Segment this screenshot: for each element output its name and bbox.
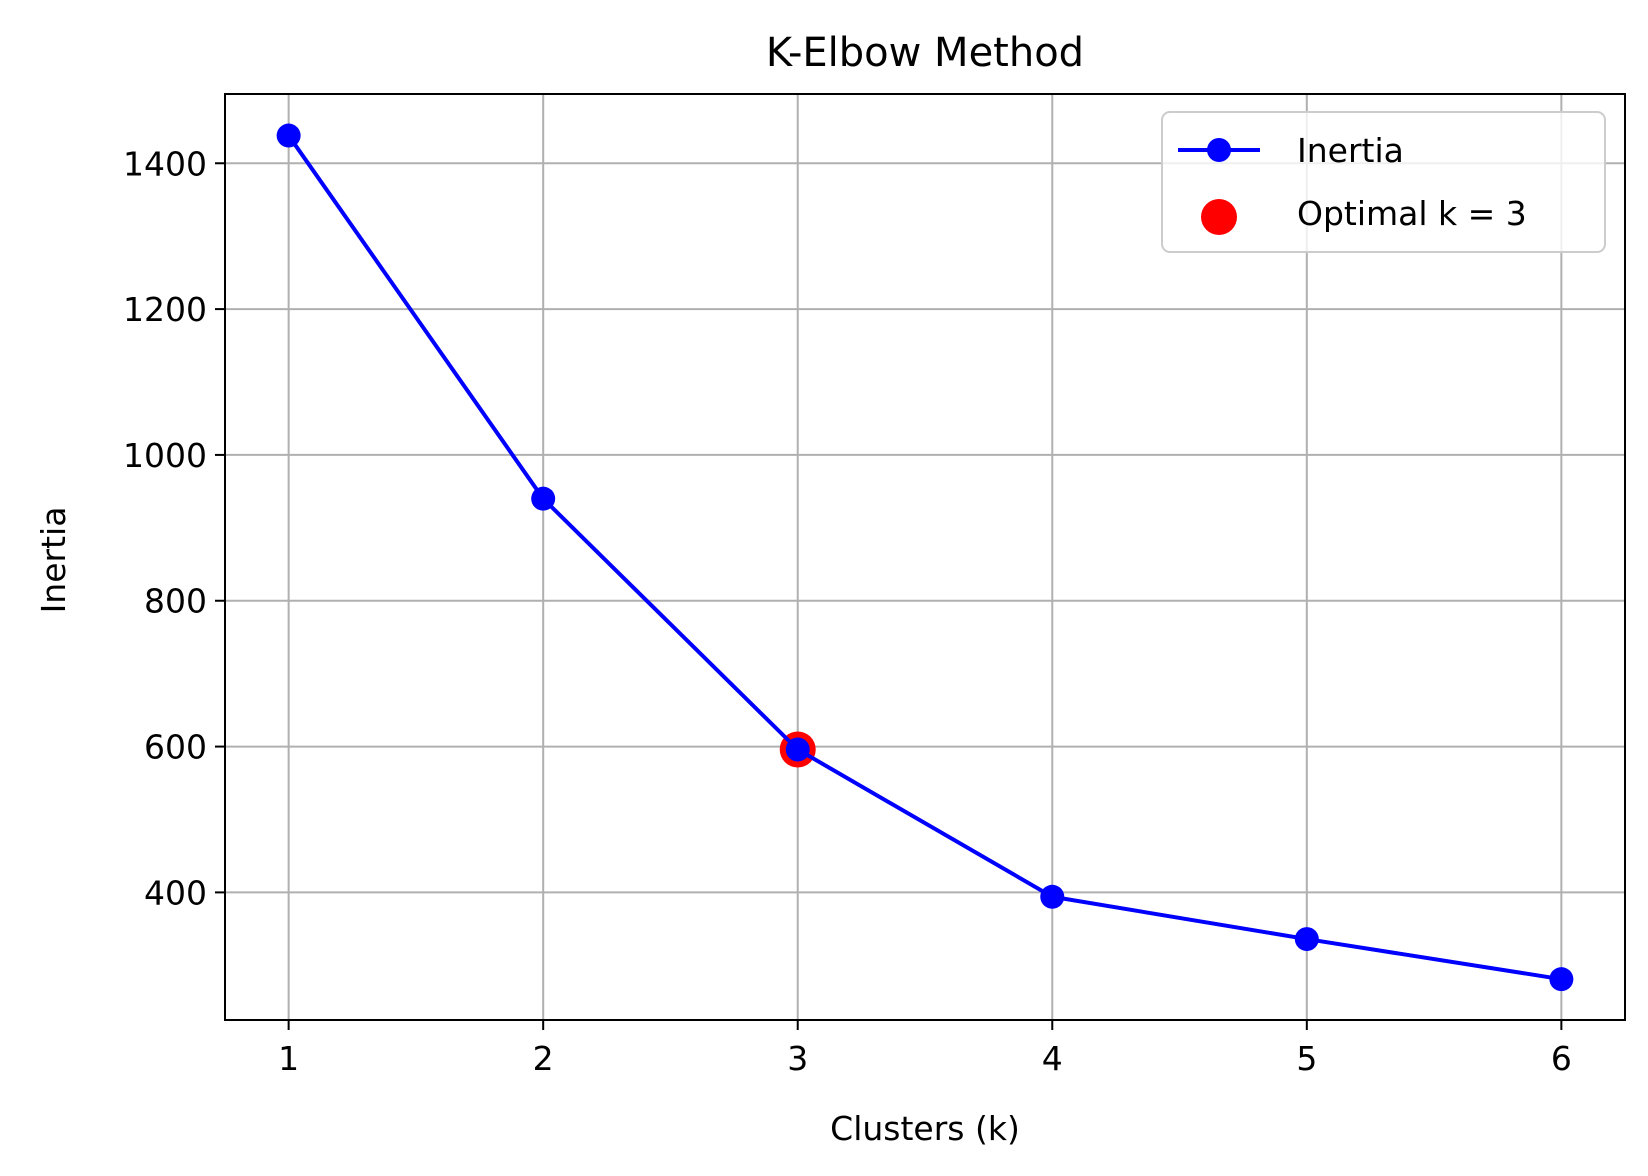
- chart-title: K-Elbow Method: [766, 30, 1084, 76]
- y-axis-label: Inertia: [34, 507, 73, 614]
- legend-highlight-marker: [1201, 199, 1237, 235]
- data-point: [531, 486, 556, 511]
- data-layer: [276, 123, 1574, 992]
- data-point: [1040, 884, 1065, 909]
- legend-series-marker: [1207, 138, 1231, 162]
- plot-area-frame: [224, 93, 1626, 1021]
- legend-series-label: Inertia: [1297, 131, 1404, 170]
- y-tick-label: 600: [144, 728, 207, 767]
- series-line-inertia: [286, 134, 1562, 982]
- legend: Inertia Optimal k = 3: [1161, 111, 1606, 253]
- x-tick-label: 1: [278, 1039, 299, 1078]
- axis-ticks: 1 2 3 4 5 6 400 600 800 1000 1200 1400: [123, 144, 1572, 1078]
- y-tick-label: 800: [144, 582, 207, 621]
- x-tick-label: 4: [1042, 1039, 1063, 1078]
- x-tick-label: 3: [787, 1039, 808, 1078]
- x-tick-label: 6: [1551, 1039, 1572, 1078]
- x-tick-label: 5: [1296, 1039, 1317, 1078]
- x-tick-label: 2: [533, 1039, 554, 1078]
- legend-box: [1161, 111, 1606, 253]
- data-point: [1549, 967, 1574, 992]
- y-tick-label: 400: [144, 873, 207, 912]
- legend-highlight-label: Optimal k = 3: [1297, 194, 1527, 233]
- grid: [225, 94, 1625, 1020]
- y-tick-label: 1000: [123, 436, 207, 475]
- data-point: [276, 123, 301, 148]
- data-point: [1294, 927, 1319, 952]
- y-tick-label: 1200: [123, 290, 207, 329]
- y-tick-label: 1400: [123, 144, 207, 183]
- x-axis-label: Clusters (k): [830, 1109, 1020, 1148]
- data-point: [785, 737, 810, 762]
